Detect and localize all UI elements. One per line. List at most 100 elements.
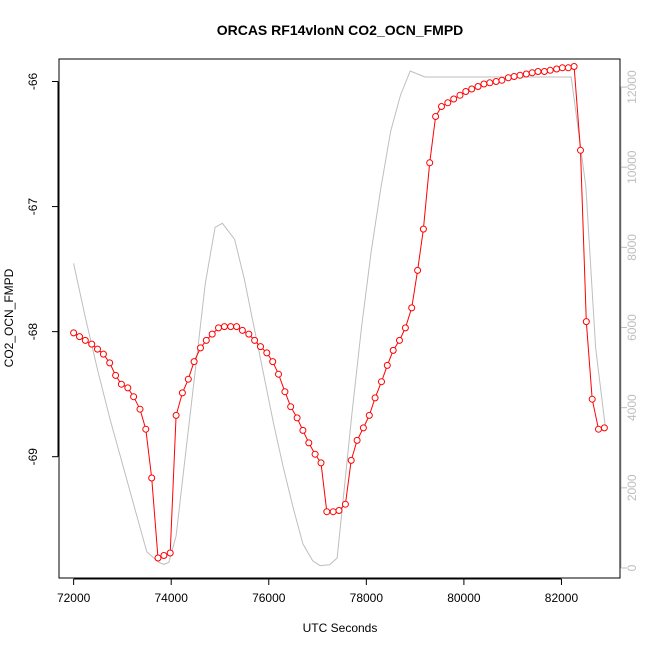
data-point bbox=[94, 345, 101, 353]
data-point bbox=[275, 370, 282, 378]
data-point bbox=[281, 388, 289, 396]
data-point bbox=[287, 403, 295, 411]
data-point bbox=[184, 375, 192, 383]
data-point bbox=[577, 146, 584, 154]
data-point bbox=[233, 323, 241, 331]
data-point bbox=[564, 64, 572, 72]
data-point bbox=[444, 99, 452, 107]
x-tick-label: 78000 bbox=[350, 591, 384, 605]
y2-tick-label: 10000 bbox=[625, 150, 639, 184]
data-point bbox=[311, 450, 319, 458]
data-point bbox=[546, 66, 554, 74]
plot-frame bbox=[58, 58, 621, 579]
data-point bbox=[504, 74, 512, 82]
data-point bbox=[510, 73, 518, 80]
data-point bbox=[99, 350, 107, 358]
data-point bbox=[178, 389, 186, 397]
y2-tick-label: 0 bbox=[625, 564, 639, 571]
y2-tick-label: 12000 bbox=[625, 70, 639, 104]
data-point bbox=[528, 69, 536, 77]
data-point bbox=[263, 349, 271, 357]
data-point bbox=[498, 76, 506, 84]
data-point bbox=[600, 424, 608, 432]
y-axis-left: -69 -68 -67 -66 bbox=[26, 73, 59, 466]
data-point bbox=[197, 344, 204, 352]
data-point bbox=[383, 361, 391, 369]
data-point bbox=[76, 333, 83, 341]
data-point bbox=[540, 68, 548, 75]
data-point bbox=[480, 80, 488, 88]
y-tick-label: -67 bbox=[26, 198, 40, 216]
data-point bbox=[154, 554, 162, 562]
data-point bbox=[486, 79, 494, 87]
y2-tick-label: 8000 bbox=[625, 234, 639, 261]
data-point bbox=[492, 78, 500, 85]
data-point bbox=[558, 64, 566, 72]
data-point bbox=[359, 424, 367, 432]
series-line-right bbox=[73, 70, 606, 567]
data-point bbox=[414, 266, 422, 274]
data-point bbox=[438, 103, 445, 110]
data-point bbox=[112, 371, 120, 379]
data-point bbox=[215, 324, 222, 332]
data-point bbox=[389, 346, 397, 354]
data-point bbox=[81, 336, 89, 344]
x-tick-label: 74000 bbox=[155, 591, 189, 605]
data-point bbox=[432, 113, 440, 120]
data-point bbox=[534, 68, 542, 75]
data-point bbox=[378, 378, 385, 386]
data-point bbox=[516, 71, 524, 79]
data-point bbox=[293, 414, 301, 422]
data-point bbox=[88, 340, 96, 348]
data-point bbox=[136, 405, 144, 413]
data-point bbox=[474, 83, 482, 90]
data-point bbox=[70, 329, 78, 337]
data-point bbox=[190, 358, 198, 366]
x-axis-label: UTC Seconds bbox=[303, 621, 378, 635]
data-point bbox=[341, 500, 349, 508]
x-tick-label: 72000 bbox=[57, 591, 91, 605]
data-point bbox=[335, 507, 343, 514]
data-point bbox=[148, 474, 156, 482]
data-point bbox=[522, 70, 530, 78]
series-line-left bbox=[73, 65, 605, 559]
data-point bbox=[305, 439, 313, 447]
data-point bbox=[317, 459, 325, 467]
data-point bbox=[269, 358, 277, 366]
data-point bbox=[456, 91, 464, 99]
data-point bbox=[419, 225, 427, 233]
series-layer bbox=[70, 63, 608, 567]
data-point bbox=[299, 426, 307, 434]
x-tick-label: 80000 bbox=[447, 591, 481, 605]
data-point bbox=[426, 159, 434, 167]
data-point bbox=[462, 88, 470, 95]
data-point bbox=[553, 65, 561, 73]
data-point bbox=[130, 393, 138, 401]
y-tick-label: -66 bbox=[26, 73, 40, 91]
data-point bbox=[124, 384, 132, 392]
data-point bbox=[582, 318, 590, 326]
chart-title: ORCAS RF14vlonN CO2_OCN_FMPD bbox=[217, 22, 464, 38]
data-point bbox=[220, 323, 228, 331]
y-tick-label: -68 bbox=[26, 323, 40, 341]
y2-tick-label: 6000 bbox=[625, 314, 639, 341]
data-point bbox=[365, 411, 373, 419]
data-point bbox=[245, 330, 253, 338]
data-point bbox=[142, 425, 150, 433]
data-point bbox=[353, 436, 361, 444]
data-point bbox=[468, 85, 476, 93]
y-tick-label: -69 bbox=[26, 448, 40, 466]
y-axis-right: 0 2000 4000 6000 8000 10000 12000 bbox=[620, 70, 639, 571]
y2-tick-label: 4000 bbox=[625, 394, 639, 421]
data-point bbox=[166, 549, 174, 557]
data-point bbox=[595, 425, 602, 433]
data-point bbox=[251, 336, 259, 344]
y-axis-label: CO2_OCN_FMPD bbox=[2, 268, 16, 367]
data-point bbox=[323, 508, 331, 516]
data-point bbox=[371, 394, 379, 402]
data-point bbox=[238, 326, 246, 334]
data-point bbox=[401, 324, 409, 332]
data-point bbox=[450, 95, 458, 103]
